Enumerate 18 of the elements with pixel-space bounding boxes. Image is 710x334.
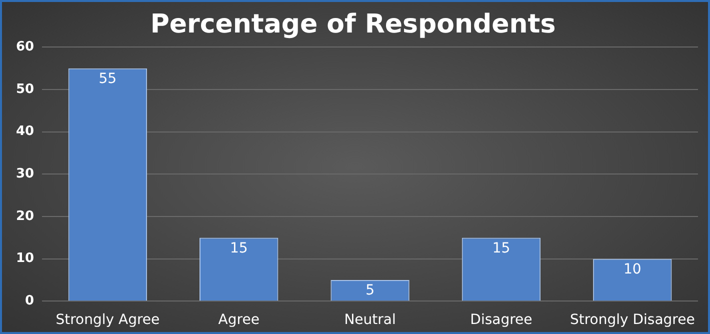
x-tick-label: Strongly Agree [56, 312, 160, 328]
y-tick-label: 40 [16, 124, 34, 140]
y-tick-label: 30 [16, 166, 34, 182]
x-tick-label: Agree [218, 312, 260, 328]
x-tick-label: Neutral [344, 312, 396, 328]
data-label: 15 [230, 240, 248, 256]
y-tick-label: 10 [16, 251, 34, 266]
data-label: 5 [366, 282, 375, 299]
x-tick-label: Strongly Disagree [570, 312, 695, 328]
x-tick-label: Disagree [470, 312, 532, 328]
y-tick-label: 60 [16, 40, 34, 55]
chart-title: Percentage of Respondents [150, 9, 556, 40]
y-tick-label: 0 [25, 294, 34, 309]
data-label: 55 [98, 71, 117, 88]
y-tick-label: 50 [16, 82, 34, 97]
data-label: 10 [623, 262, 642, 278]
data-label: 15 [492, 240, 510, 256]
y-tick-label: 20 [16, 208, 34, 224]
